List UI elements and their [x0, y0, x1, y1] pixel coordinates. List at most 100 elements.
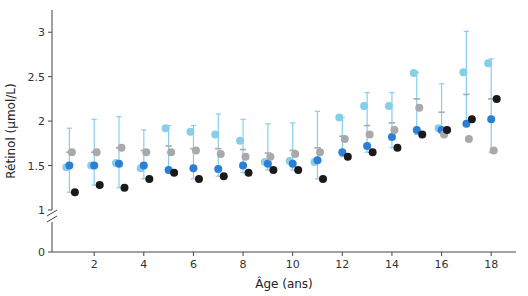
point: [393, 144, 401, 152]
y-tick-label: 0: [38, 246, 45, 259]
error-bar: [441, 84, 442, 130]
x-tick-label: 18: [484, 258, 498, 271]
error-bar: [118, 117, 119, 188]
point: [239, 162, 247, 170]
y-axis-line: [52, 222, 53, 252]
x-tick: [193, 252, 194, 256]
point: [366, 130, 374, 138]
y-axis-line: [52, 10, 53, 210]
error-cap-upper: [92, 119, 97, 120]
point: [289, 160, 297, 168]
error-cap-upper: [464, 31, 469, 32]
point: [468, 115, 476, 123]
point: [93, 148, 101, 156]
y-tick-label: 1: [38, 204, 45, 217]
error-cap-upper: [216, 113, 221, 114]
chart: 011.522.5324681012141618Âge (ans)Rétinol…: [0, 0, 528, 296]
point: [313, 156, 321, 164]
point: [363, 142, 371, 150]
y-tick: [48, 252, 52, 253]
mean-tick: [463, 94, 469, 96]
error-cap-upper: [116, 116, 121, 117]
point: [484, 59, 492, 67]
mean-tick: [438, 111, 444, 113]
x-tick-label: 2: [91, 258, 98, 271]
mean-tick: [215, 148, 221, 150]
point: [459, 68, 467, 76]
point: [186, 128, 194, 136]
y-tick: [48, 32, 52, 33]
x-tick-label: 4: [140, 258, 147, 271]
point: [487, 115, 495, 123]
point: [90, 162, 98, 170]
point: [242, 153, 250, 161]
point: [418, 130, 426, 138]
x-tick: [94, 252, 95, 256]
mean-tick: [240, 149, 246, 151]
y-tick: [48, 121, 52, 122]
x-tick-label: 8: [240, 258, 247, 271]
point: [96, 181, 104, 189]
point: [415, 104, 423, 112]
axis-break: [47, 216, 57, 222]
error-cap-upper: [365, 92, 370, 93]
point: [385, 102, 393, 110]
error-cap-upper: [315, 111, 320, 112]
error-cap-upper: [389, 92, 394, 93]
x-tick: [491, 252, 492, 256]
error-cap-upper: [240, 119, 245, 120]
error-cap-upper: [290, 122, 295, 123]
error-cap-upper: [191, 125, 196, 126]
point: [490, 146, 498, 154]
x-axis-label: Âge (ans): [255, 276, 313, 291]
y-tick: [48, 165, 52, 166]
point: [388, 133, 396, 141]
point: [115, 160, 123, 168]
point: [120, 184, 128, 192]
mean-tick: [414, 98, 420, 100]
point: [220, 172, 228, 180]
x-tick: [342, 252, 343, 256]
point: [217, 150, 225, 158]
y-tick: [48, 76, 52, 77]
point: [162, 124, 170, 132]
x-tick-label: 12: [335, 258, 349, 271]
point: [245, 169, 253, 177]
x-tick: [143, 252, 144, 256]
point: [335, 114, 343, 122]
point: [465, 135, 473, 143]
error-cap-upper: [265, 123, 270, 124]
axis-break: [47, 210, 57, 216]
point: [390, 126, 398, 134]
point: [369, 148, 377, 156]
point: [145, 175, 153, 183]
x-tick-label: 10: [286, 258, 300, 271]
point: [192, 146, 200, 154]
y-axis-label: Rétinol (µmol/L): [4, 83, 18, 178]
point: [443, 126, 451, 134]
plot-area: [62, 31, 500, 196]
x-tick-label: 14: [385, 258, 399, 271]
point: [189, 164, 197, 172]
error-cap-upper: [489, 58, 494, 59]
error-bar: [317, 111, 318, 179]
mean-tick: [364, 125, 370, 127]
point: [360, 102, 368, 110]
mean-tick: [165, 145, 171, 147]
point: [170, 169, 178, 177]
error-bar: [416, 72, 417, 134]
point: [493, 95, 501, 103]
point: [294, 166, 302, 174]
point: [117, 144, 125, 152]
point: [65, 162, 73, 170]
point: [266, 153, 274, 161]
error-cap-upper: [67, 128, 72, 129]
x-tick: [243, 252, 244, 256]
point: [140, 162, 148, 170]
x-tick: [391, 252, 392, 256]
error-cap-upper: [439, 83, 444, 84]
error-bar: [69, 128, 70, 192]
y-tick-label: 3: [38, 26, 45, 39]
point: [236, 137, 244, 145]
point: [316, 148, 324, 156]
